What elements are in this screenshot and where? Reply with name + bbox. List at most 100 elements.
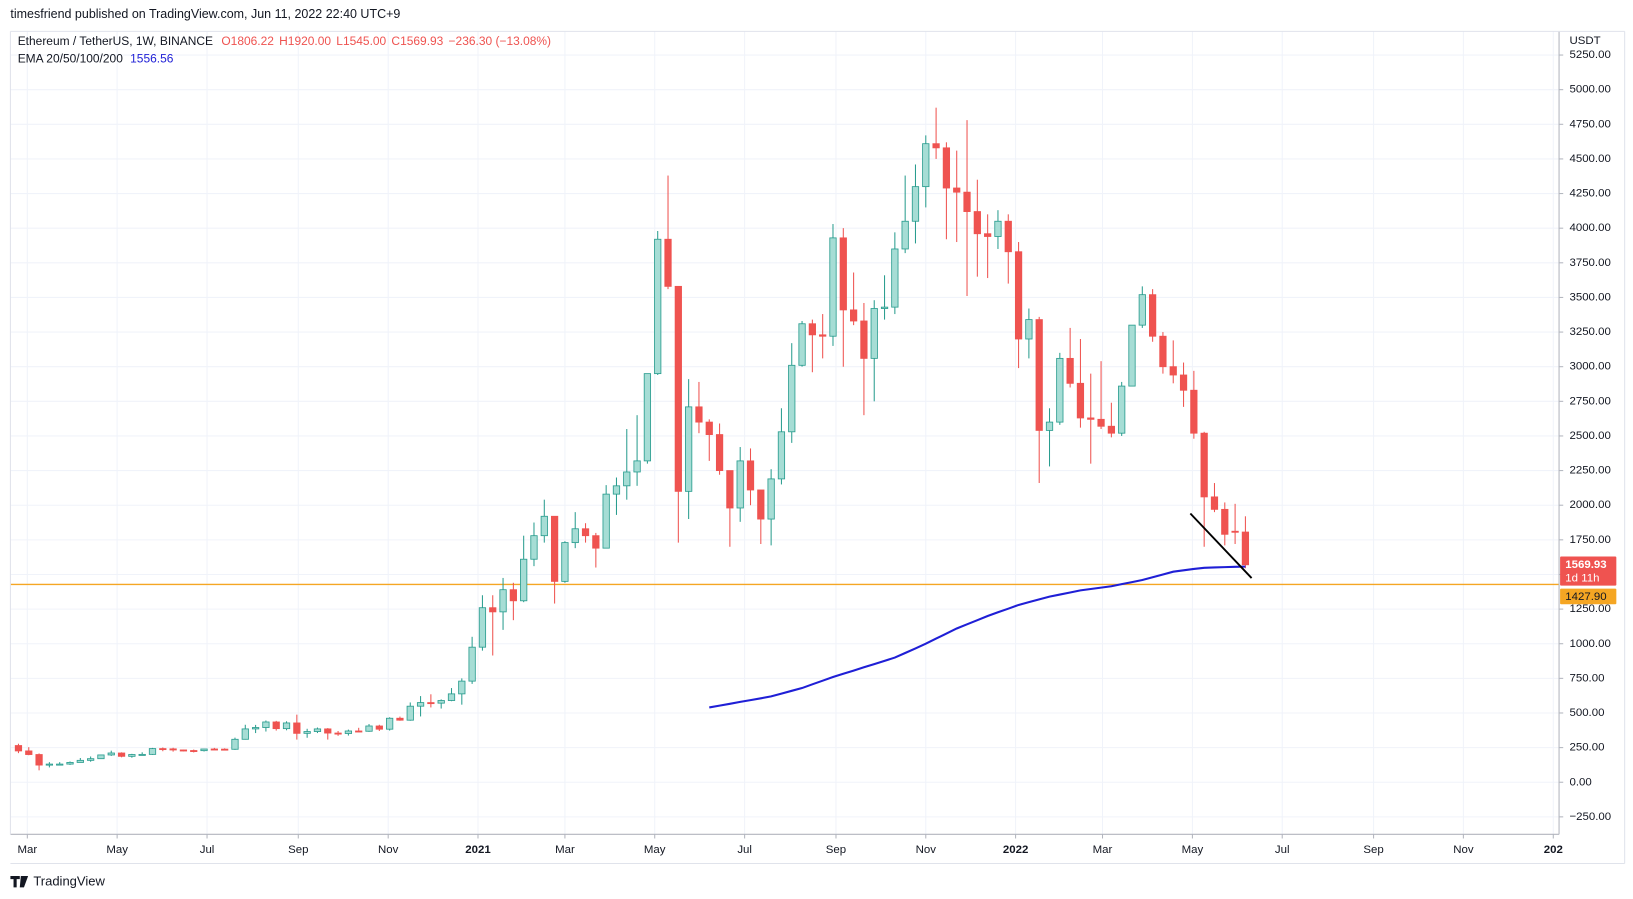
candle-body bbox=[303, 731, 311, 734]
candle-body bbox=[313, 728, 322, 732]
candle-body bbox=[623, 471, 631, 487]
candle-body bbox=[396, 717, 404, 721]
candle-body bbox=[664, 238, 672, 287]
x-tick-label: Jul bbox=[200, 844, 215, 856]
candle-body bbox=[1004, 220, 1012, 253]
candle-body bbox=[324, 728, 332, 734]
candle-body bbox=[1025, 319, 1033, 340]
x-tick-label: Jul bbox=[1275, 844, 1290, 856]
candle-body bbox=[777, 431, 786, 480]
candle-body bbox=[97, 754, 105, 760]
ema-value: 1556.56 bbox=[130, 52, 174, 66]
y-tick-label: 4500.00 bbox=[1569, 153, 1610, 165]
candle-body bbox=[829, 237, 837, 337]
candle-body bbox=[839, 237, 847, 311]
candle-body bbox=[880, 306, 889, 309]
ema-line bbox=[709, 565, 1246, 709]
candle-body bbox=[911, 186, 920, 222]
y-tick-label: 3000.00 bbox=[1569, 361, 1610, 373]
x-tick-label: Sep bbox=[1363, 844, 1383, 856]
candle-body bbox=[427, 702, 435, 705]
candle-body bbox=[355, 730, 363, 733]
candle-body bbox=[159, 748, 167, 751]
ohlc-value: O1806.22 bbox=[221, 34, 274, 48]
candle-body bbox=[14, 745, 23, 752]
candle-body bbox=[148, 748, 157, 755]
candle-body bbox=[798, 323, 806, 366]
x-tick-label: Nov bbox=[916, 844, 937, 856]
candle-body bbox=[1210, 496, 1219, 510]
brand: TradingView bbox=[10, 874, 105, 889]
candle-body bbox=[901, 220, 909, 250]
x-tick-label: Mar bbox=[555, 844, 575, 856]
x-tick-label: Mar bbox=[17, 844, 37, 856]
x-tick-label: Nov bbox=[1453, 844, 1474, 856]
candle-body bbox=[643, 373, 652, 462]
candle-body bbox=[447, 693, 456, 701]
candle-body bbox=[561, 542, 569, 582]
candle-body bbox=[654, 238, 662, 375]
candle-body bbox=[128, 754, 136, 757]
y-tick-label: 0.00 bbox=[1569, 776, 1591, 788]
brand-logo bbox=[10, 875, 29, 888]
candle-body bbox=[1200, 432, 1208, 498]
y-tick-label: 4000.00 bbox=[1569, 222, 1610, 234]
y-tick-label: 2750.00 bbox=[1569, 395, 1610, 407]
x-tick-label: May bbox=[106, 844, 128, 856]
candle-body bbox=[1087, 417, 1095, 420]
candle-body bbox=[932, 143, 940, 149]
candle-body bbox=[437, 700, 445, 704]
publisher: timesfriend published on TradingView.com… bbox=[10, 7, 400, 21]
candle-body bbox=[272, 721, 280, 730]
candle-body bbox=[66, 762, 74, 765]
candle-body bbox=[1241, 531, 1250, 566]
x-tick-label: Sep bbox=[826, 844, 846, 856]
candle-body bbox=[365, 725, 373, 732]
candle-body bbox=[1149, 294, 1157, 337]
y-tick-label: 5000.00 bbox=[1569, 84, 1610, 96]
candle-body bbox=[344, 730, 353, 734]
candle-body bbox=[973, 211, 981, 235]
x-tick-label: 2021 bbox=[465, 844, 491, 856]
candle-body bbox=[860, 320, 868, 359]
candle-body bbox=[282, 722, 291, 730]
y-tick-label: 2000.00 bbox=[1569, 499, 1610, 511]
symbol-title: Ethereum / TetherUS, 1W, BINANCE bbox=[18, 34, 213, 48]
candle-body bbox=[540, 515, 548, 537]
candle-body bbox=[334, 732, 342, 735]
level-price-label: 1427.90 bbox=[1565, 591, 1606, 603]
candle-body bbox=[406, 705, 414, 721]
y-tick-label: 750.00 bbox=[1569, 672, 1604, 684]
candle-body bbox=[1107, 425, 1115, 434]
y-tick-label: 3750.00 bbox=[1569, 257, 1610, 269]
candle-body bbox=[674, 285, 682, 492]
candle-body bbox=[1056, 357, 1064, 423]
candle-body bbox=[478, 607, 487, 648]
candle-body bbox=[984, 233, 992, 237]
candle-body bbox=[499, 589, 507, 613]
candle-body bbox=[520, 558, 528, 602]
y-tick-label: 2500.00 bbox=[1569, 430, 1610, 442]
candle-body bbox=[870, 308, 878, 359]
candle-body bbox=[25, 750, 33, 755]
axis-unit: USDT bbox=[1569, 35, 1600, 47]
candle-body bbox=[1231, 530, 1239, 533]
ohlc-value: C1569.93 bbox=[391, 34, 443, 48]
candle-body bbox=[788, 364, 796, 433]
candle-body bbox=[221, 748, 229, 751]
y-tick-label: 250.00 bbox=[1569, 742, 1604, 754]
candle-body bbox=[1035, 319, 1043, 431]
candle-body bbox=[210, 748, 218, 751]
candle-body bbox=[1118, 385, 1126, 434]
candle-body bbox=[251, 727, 260, 730]
candle-body bbox=[1066, 357, 1074, 384]
candle-body bbox=[56, 763, 64, 766]
candle-body bbox=[179, 749, 188, 752]
y-tick-label: 2250.00 bbox=[1569, 465, 1610, 477]
candle-body bbox=[695, 406, 703, 423]
candle-body bbox=[375, 725, 383, 730]
candle-body bbox=[262, 721, 270, 728]
candle-body bbox=[633, 460, 641, 473]
candle-body bbox=[819, 334, 827, 337]
level-price-box bbox=[1560, 588, 1617, 605]
